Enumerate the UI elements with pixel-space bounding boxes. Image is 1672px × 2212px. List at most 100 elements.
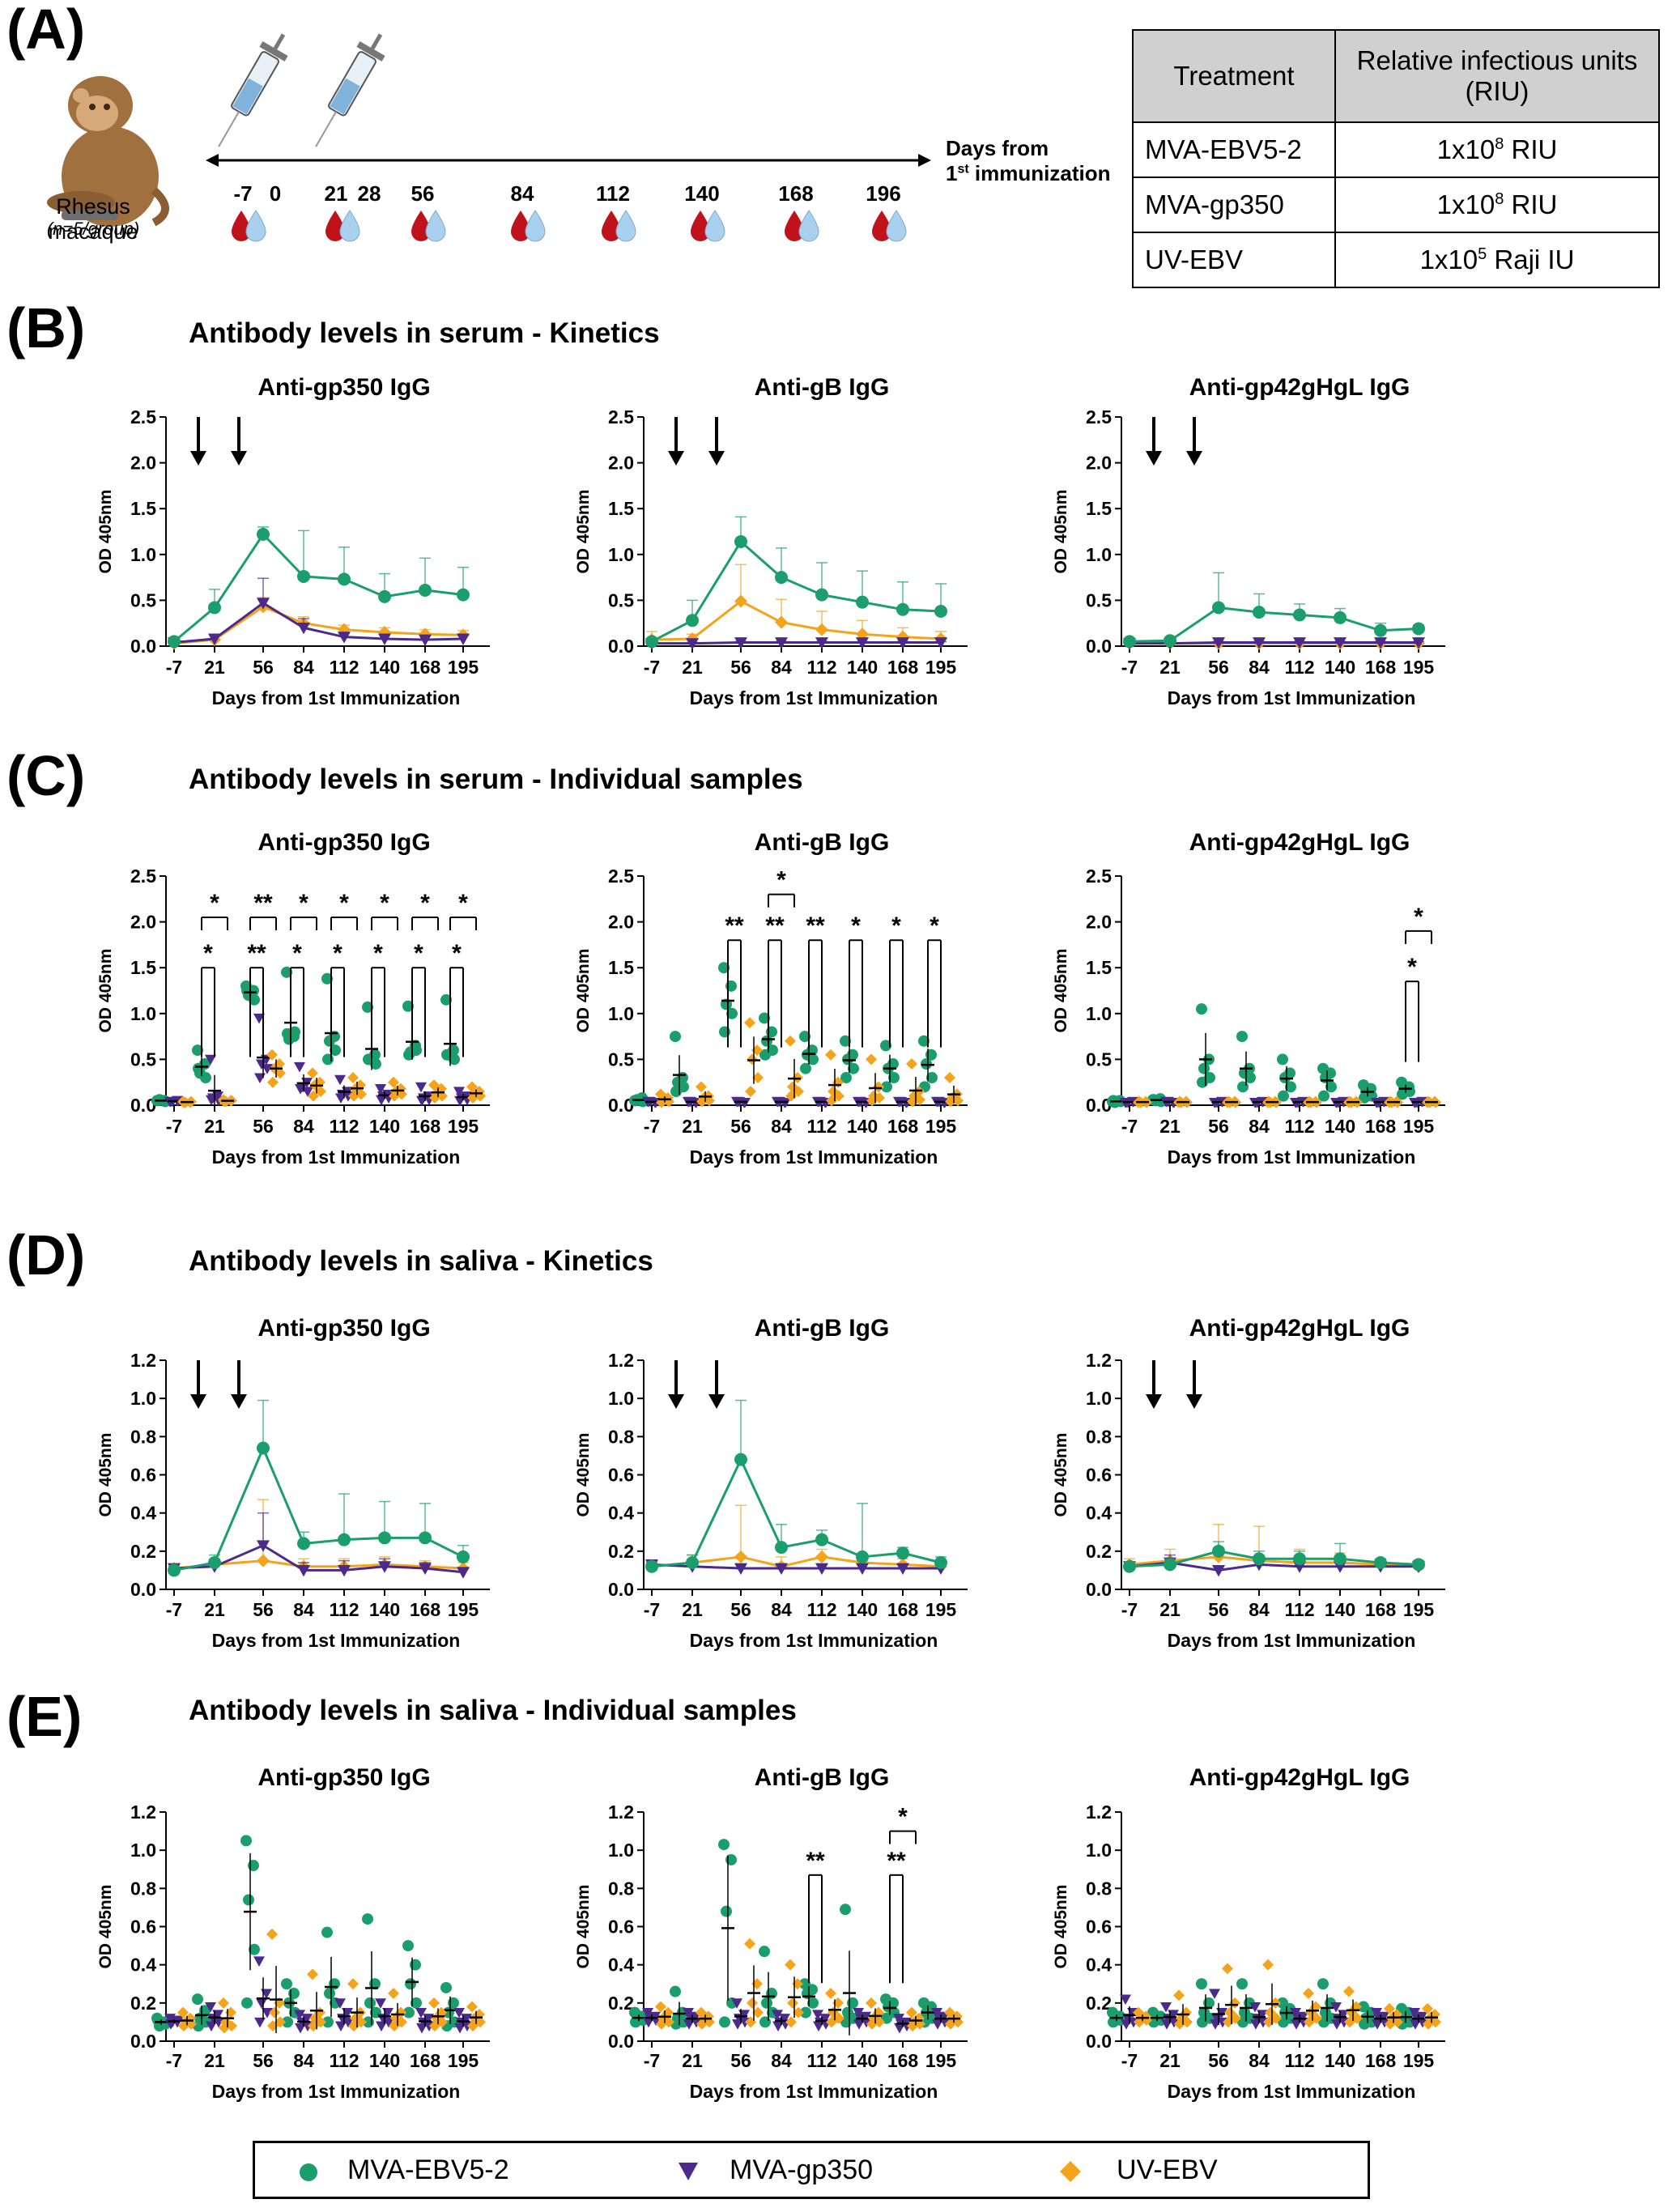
x-tick-label: 112: [1284, 2050, 1314, 2071]
data-point: [718, 962, 730, 974]
y-axis-label: OD 405nm: [574, 1433, 593, 1517]
data-point: [1278, 1090, 1289, 1102]
y-tick-label: 0.8: [130, 1878, 156, 1899]
x-tick-label: 195: [925, 1116, 957, 1137]
y-tick-label: 0.5: [608, 1049, 634, 1070]
series-mva-ebv5-2: [1123, 1541, 1425, 1573]
y-tick-label: 1.2: [1086, 1350, 1112, 1371]
data-point: [934, 604, 947, 618]
data-point: [934, 637, 947, 649]
chart-D2: Anti-gB IgG 0.0 0.2 0.4 0.6 0.8 1.0 1.2 OD 405nm…: [574, 1315, 968, 1651]
data-point: [1384, 2002, 1395, 2014]
section-title-c: Antibody levels in serum - Individual sa…: [189, 764, 803, 795]
data-point: [1303, 1988, 1314, 2000]
data-point: [815, 1550, 828, 1563]
data-point: [1412, 622, 1425, 636]
chart-title: Anti-gp350 IgG: [257, 374, 430, 401]
table-header-riu: Relative infectious units (RIU): [1334, 29, 1660, 123]
y-tick-label: 0.5: [1086, 1049, 1112, 1070]
data-point: [873, 1081, 884, 1093]
y-tick-label: 0.4: [608, 1503, 634, 1524]
data-point: [815, 1563, 828, 1576]
y-axis-label: OD 405nm: [1052, 490, 1070, 574]
data-point: [457, 588, 470, 602]
data-point: [785, 2016, 797, 2028]
significance-bracket: *: [449, 940, 464, 1057]
panel-label-c: (C): [6, 744, 86, 807]
x-tick-label: 21: [1159, 1116, 1181, 1137]
data-point: [752, 1072, 764, 1084]
data-point: [225, 2006, 236, 2018]
y-tick-label: 0.6: [130, 1465, 156, 1486]
data-point: [322, 2016, 334, 2028]
data-point: [1164, 634, 1176, 648]
chart-title: Anti-gp350 IgG: [257, 1315, 430, 1342]
data-point: [1173, 1989, 1185, 2001]
y-tick-label: 0.6: [608, 1465, 634, 1486]
data-point: [670, 1985, 681, 1997]
timeline-axis-rest: immunization: [968, 161, 1111, 185]
y-tick-label: 0.2: [608, 1541, 634, 1562]
series-line: [651, 539, 942, 643]
data-point: [744, 1938, 755, 1950]
x-tick-label: 112: [329, 657, 359, 678]
x-axis-label: Days from 1st Immunization: [1168, 687, 1416, 708]
x-tick-label: 195: [925, 657, 957, 678]
data-point: [152, 2014, 164, 2027]
x-tick-label: 56: [730, 1116, 751, 1137]
x-axis-label: Days from 1st Immunization: [1168, 2081, 1416, 2102]
data-point: [334, 1074, 346, 1086]
data-point: [257, 527, 270, 541]
dose-exp: 8: [1495, 190, 1504, 208]
x-tick-label: 195: [448, 657, 479, 678]
data-point: [266, 1928, 278, 1940]
data-point: [454, 2023, 466, 2034]
data-point: [848, 1062, 859, 1074]
y-tick-label: 0.2: [130, 1541, 156, 1562]
data-point: [177, 2006, 189, 2018]
y-tick-label: 0.8: [1086, 1878, 1112, 1899]
significance-bracket: *: [371, 890, 398, 930]
timeline-day-label: 140: [684, 181, 719, 206]
x-tick-label: 56: [730, 1599, 751, 1620]
data-point: [262, 1064, 273, 1074]
data-point: [362, 1001, 373, 1013]
data-point: [338, 572, 351, 586]
data-point: [931, 2008, 942, 2018]
data-point: [683, 2008, 694, 2018]
y-tick-label: 1.5: [1086, 498, 1112, 519]
chart-title: Anti-gB IgG: [755, 829, 890, 856]
x-tick-label: 84: [1249, 1116, 1270, 1137]
data-point: [832, 1997, 844, 2009]
y-tick-label: 1.0: [608, 1003, 634, 1024]
data-point: [775, 571, 788, 585]
significance-label: *: [891, 912, 901, 939]
data-point: [375, 1084, 386, 1095]
x-tick-label: 21: [682, 657, 703, 678]
series-uv-ebv: [177, 1928, 486, 2034]
blood-saliva-drop-icon: [691, 210, 725, 242]
data-point: [403, 2006, 415, 2018]
dose-unit: RIU: [1504, 189, 1558, 219]
significance-bracket: *: [411, 940, 426, 1057]
x-tick-label: 195: [1403, 657, 1435, 678]
dose-exp: 8: [1495, 135, 1504, 153]
data-point: [775, 1563, 788, 1576]
saliva-drop-icon: [339, 210, 360, 242]
x-tick-label: 168: [887, 1599, 919, 1620]
data-point: [726, 1007, 738, 1019]
y-axis-label: OD 405nm: [1052, 1433, 1070, 1517]
significance-bracket: *: [330, 940, 345, 1057]
blood-saliva-drop-icon: [232, 210, 266, 242]
data-point: [896, 1563, 909, 1576]
x-tick-label: 112: [1284, 657, 1314, 678]
significance-label: **: [887, 1848, 906, 1874]
x-tick-label: 140: [1325, 2050, 1355, 2071]
significance-bracket: **: [806, 1848, 825, 1984]
data-point: [257, 1441, 270, 1455]
y-tick-label: 1.0: [130, 544, 156, 565]
arrow-head: [668, 1394, 684, 1409]
data-point: [415, 2008, 427, 2018]
data-point: [856, 595, 869, 609]
legend-marker-circle: [300, 2163, 317, 2181]
